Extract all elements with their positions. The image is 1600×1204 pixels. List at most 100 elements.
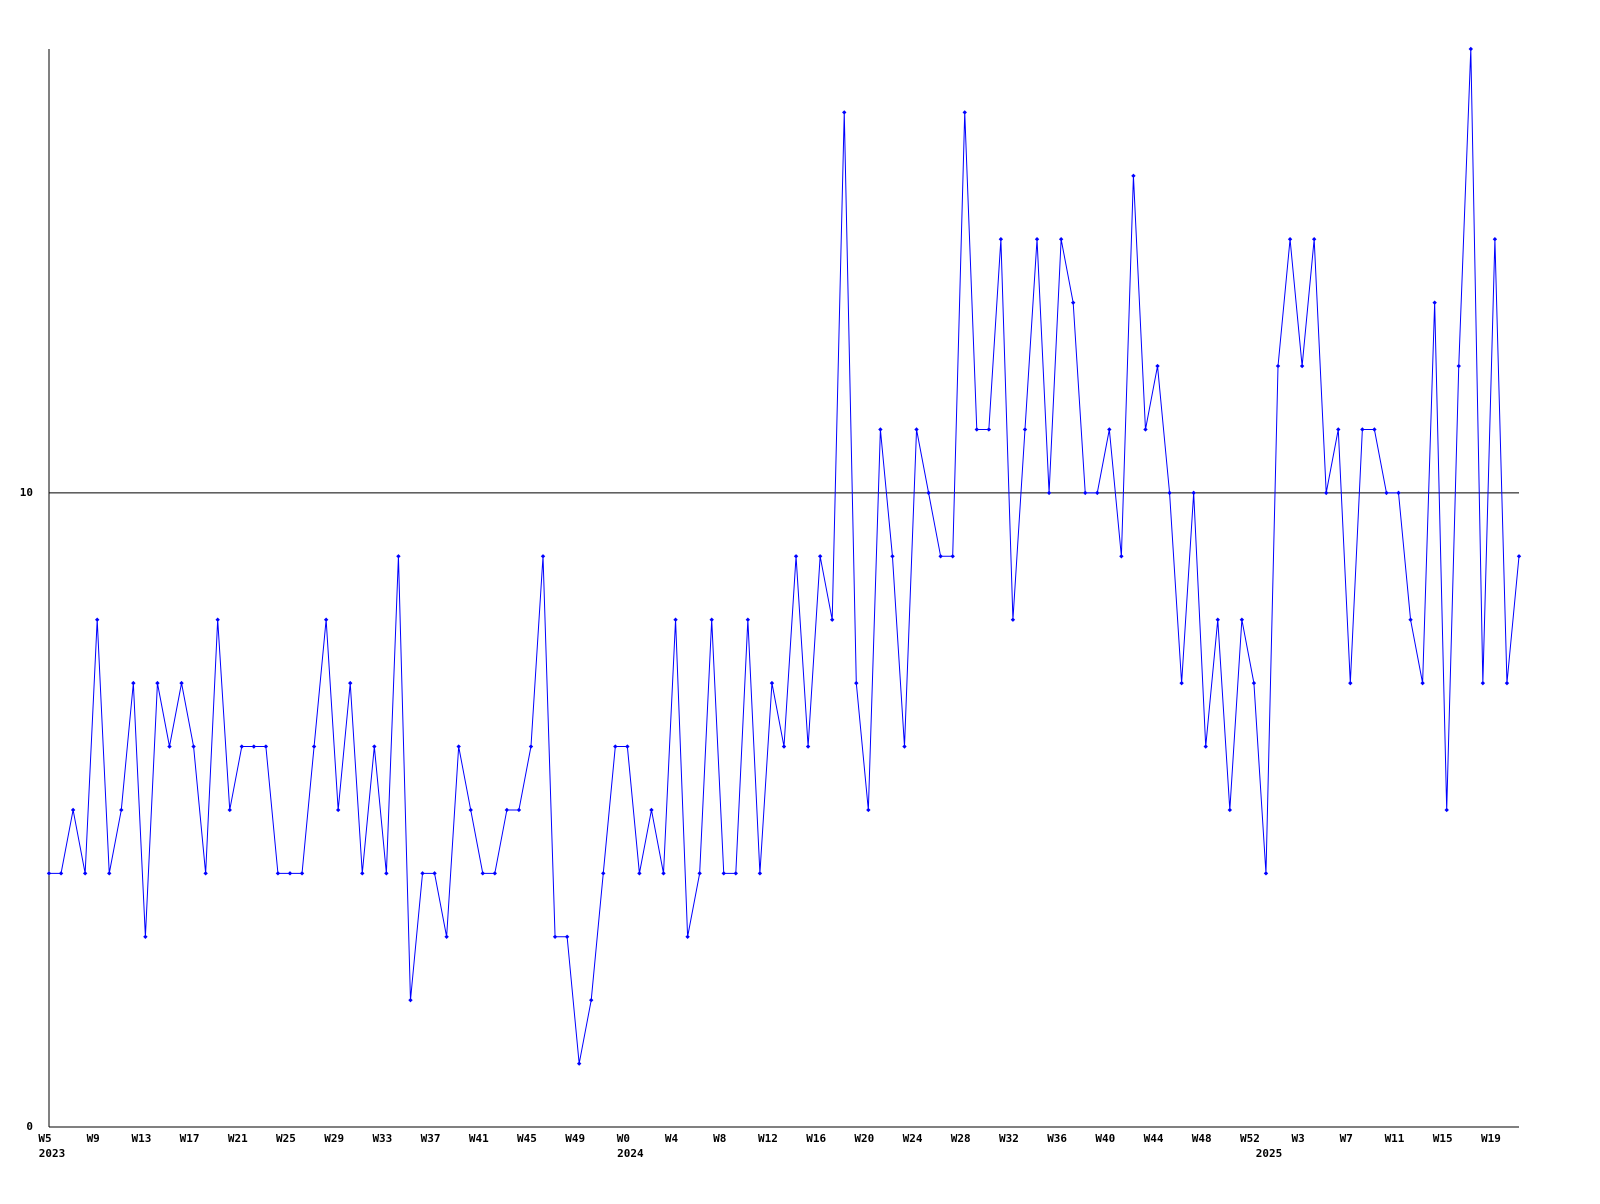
- data-point: [1396, 490, 1401, 496]
- data-point: [1046, 490, 1052, 496]
- data-point: [1311, 237, 1317, 242]
- data-point: [1179, 680, 1184, 686]
- data-point: [938, 554, 943, 559]
- x-tick-label: W15: [1433, 1132, 1453, 1145]
- data-point: [1034, 237, 1040, 242]
- data-point: [854, 680, 859, 686]
- x-tick-label: W0: [617, 1132, 630, 1145]
- data-point: [119, 807, 124, 813]
- data-point: [564, 934, 570, 939]
- x-tick-label: W13: [131, 1132, 151, 1145]
- data-point: [179, 680, 184, 686]
- data-point: [323, 617, 329, 622]
- data-point: [781, 744, 787, 749]
- data-point: [842, 110, 847, 115]
- data-point: [950, 554, 955, 559]
- data-point: [1263, 871, 1269, 876]
- data-point: [215, 617, 220, 622]
- data-point: [227, 807, 232, 813]
- x-tick-label: W45: [517, 1132, 537, 1145]
- data-point: [998, 237, 1004, 242]
- data-point: [1083, 490, 1088, 496]
- data-point: [1420, 680, 1425, 686]
- x-tick-label: W49: [565, 1132, 585, 1145]
- data-point: [673, 617, 678, 622]
- data-point: [829, 617, 835, 622]
- x-tick-label: W11: [1385, 1132, 1405, 1145]
- data-point: [1287, 237, 1293, 242]
- x-tick-label: W25: [276, 1132, 296, 1145]
- data-point: [528, 744, 534, 749]
- data-point: [94, 617, 100, 622]
- data-point: [1516, 554, 1522, 559]
- x-tick-label: W29: [324, 1132, 344, 1145]
- data-point: [540, 554, 546, 559]
- data-point: [1191, 490, 1196, 496]
- x-tick-label: W9: [87, 1132, 100, 1145]
- data-point: [866, 807, 871, 813]
- data-point: [1022, 427, 1028, 432]
- data-point: [1348, 680, 1353, 686]
- data-point: [1492, 237, 1498, 242]
- data-point: [275, 871, 281, 876]
- x-tick-label: W4: [665, 1132, 679, 1145]
- data-point: [1456, 363, 1461, 369]
- data-point: [107, 871, 112, 876]
- data-point: [637, 871, 642, 876]
- y-tick-label: 10: [20, 486, 33, 499]
- x-tick-label: W28: [951, 1132, 971, 1145]
- data-point: [1408, 617, 1413, 622]
- x-tick-label: W7: [1340, 1132, 1353, 1145]
- data-point: [372, 744, 377, 749]
- data-point: [926, 490, 931, 496]
- x-tick-label: W52: [1240, 1132, 1260, 1145]
- x-tick-label: W41: [469, 1132, 489, 1145]
- data-point: [1251, 680, 1257, 686]
- data-point: [1504, 680, 1510, 686]
- data-point: [1203, 744, 1208, 749]
- data-point: [1239, 617, 1245, 622]
- data-point: [1324, 490, 1329, 496]
- data-point: [962, 110, 967, 115]
- data-point: [1058, 237, 1064, 242]
- data-point: [601, 871, 606, 876]
- x-tick-label: W24: [903, 1132, 923, 1145]
- data-point: [757, 871, 763, 876]
- data-point: [167, 744, 172, 749]
- data-point: [890, 554, 895, 559]
- x-tick-label: W44: [1144, 1132, 1164, 1145]
- data-point: [817, 554, 823, 559]
- data-point: [878, 427, 883, 432]
- x-tick-label: W48: [1192, 1132, 1212, 1145]
- data-point: [287, 871, 293, 876]
- data-point: [516, 807, 522, 813]
- data-point: [360, 871, 365, 876]
- data-point: [552, 934, 558, 939]
- data-point: [444, 934, 449, 939]
- data-point: [492, 871, 498, 876]
- x-tick-label: W20: [854, 1132, 874, 1145]
- x-tick-label: W19: [1481, 1132, 1501, 1145]
- data-point: [348, 680, 353, 686]
- data-point: [1432, 300, 1437, 305]
- data-point: [1444, 807, 1449, 813]
- data-point: [155, 680, 160, 686]
- data-point: [504, 807, 510, 813]
- data-point: [335, 807, 341, 813]
- data-point: [143, 934, 148, 939]
- data-point: [1360, 427, 1365, 432]
- data-point: [733, 871, 739, 876]
- data-point: [408, 997, 413, 1003]
- data-point: [480, 871, 485, 876]
- data-point: [1107, 427, 1112, 432]
- x-tick-label: W5: [38, 1132, 51, 1145]
- x-tick-label: W36: [1047, 1132, 1067, 1145]
- data-point: [251, 744, 257, 749]
- data-point: [82, 871, 88, 876]
- data-point: [456, 744, 461, 749]
- x-year-label: 2023: [39, 1147, 66, 1160]
- data-point: [625, 744, 630, 749]
- data-point: [1480, 680, 1486, 686]
- data-point: [468, 807, 473, 813]
